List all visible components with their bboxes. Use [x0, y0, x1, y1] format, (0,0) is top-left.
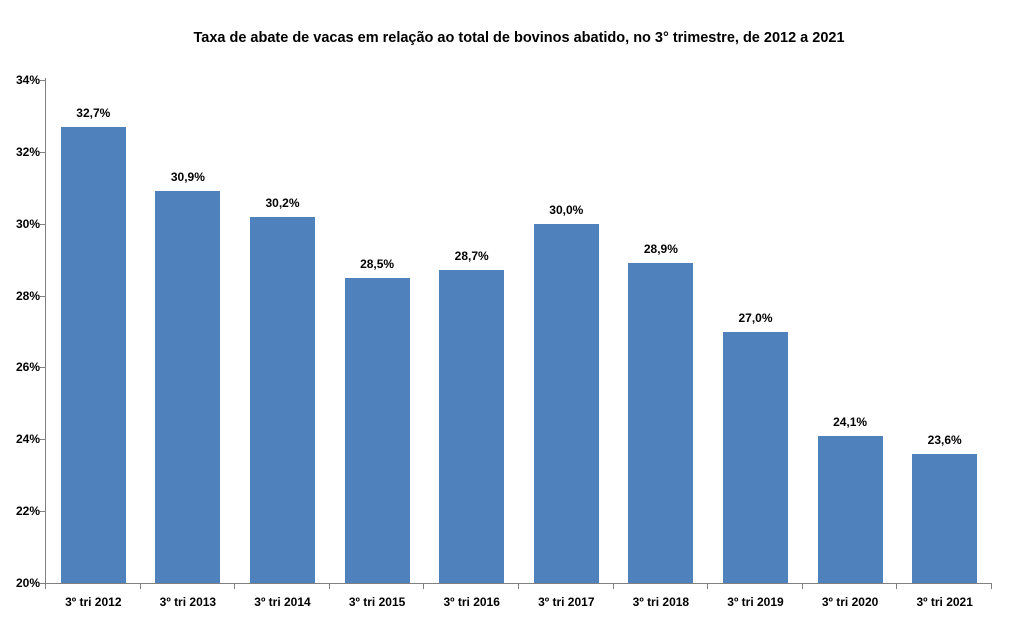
x-axis-category-label: 3º tri 2019	[727, 595, 784, 609]
y-axis-tick-label: 20%	[15, 576, 40, 590]
y-axis-tick-label: 22%	[15, 504, 40, 519]
bar-value-label: 28,5%	[360, 256, 395, 271]
y-axis-tick	[40, 223, 45, 225]
x-axis-tick	[139, 584, 141, 589]
x-axis-category-label: 3º tri 2013	[159, 595, 217, 609]
y-axis-tick	[40, 151, 45, 153]
y-axis-tick-label: 34%	[15, 73, 40, 87]
x-axis-tick	[707, 584, 709, 589]
x-axis-category-label: 3º tri 2016	[443, 595, 500, 609]
bar-value-label: 30,9%	[170, 170, 205, 185]
y-axis-tick	[40, 367, 45, 369]
x-axis-line	[45, 583, 992, 584]
x-axis-tick	[234, 584, 236, 589]
chart-title: Taxa de abate de vacas em relação ao tot…	[193, 30, 845, 46]
x-axis-tick	[423, 584, 425, 589]
bar	[60, 126, 126, 583]
y-axis-tick-label: 30%	[15, 216, 40, 231]
bar	[250, 216, 315, 583]
x-axis-tick	[45, 584, 46, 589]
x-axis-tick	[991, 584, 992, 589]
bar	[439, 270, 505, 583]
bar-value-label: 28,7%	[454, 249, 489, 264]
bar-value-label: 28,9%	[643, 242, 678, 257]
y-axis-tick-label: 24%	[15, 432, 40, 447]
y-axis-line	[45, 78, 46, 584]
y-axis-tick-label: 26%	[15, 360, 40, 375]
x-axis-tick	[518, 584, 519, 589]
bar-value-label: 30,2%	[265, 195, 300, 210]
y-axis-tick	[40, 511, 45, 513]
bar-value-label: 23,6%	[927, 432, 962, 447]
bar	[817, 435, 883, 583]
bar-value-label: 32,7%	[76, 105, 111, 120]
x-axis-tick	[801, 584, 803, 589]
y-axis-tick-label: 28%	[15, 288, 40, 303]
bar	[533, 223, 599, 583]
bar	[628, 263, 694, 583]
y-axis-tick	[40, 439, 45, 441]
x-axis-category-label: 3º tri 2021	[916, 595, 973, 609]
x-axis-category-label: 3º tri 2017	[538, 595, 595, 609]
bar	[155, 191, 221, 583]
y-axis-tick	[40, 583, 45, 584]
x-axis-category-label: 3º tri 2018	[632, 595, 690, 609]
y-axis-tick	[40, 295, 45, 297]
bar-value-label: 30,0%	[549, 202, 584, 217]
bar-value-label: 24,1%	[833, 414, 868, 429]
x-axis-category-label: 3º tri 2014	[254, 595, 311, 609]
x-axis-category-label: 3º tri 2020	[821, 595, 879, 609]
bar-value-label: 27,0%	[738, 310, 773, 325]
x-axis-category-label: 3º tri 2012	[65, 595, 122, 609]
y-axis-tick-label: 32%	[15, 144, 40, 159]
x-axis-tick	[896, 584, 898, 589]
x-axis-tick	[612, 584, 614, 589]
x-axis-category-label: 3º tri 2015	[348, 595, 406, 609]
y-axis-tick	[40, 80, 45, 81]
x-axis-tick	[328, 584, 330, 589]
bar	[344, 277, 410, 583]
bar	[723, 331, 788, 583]
bar	[912, 453, 978, 583]
